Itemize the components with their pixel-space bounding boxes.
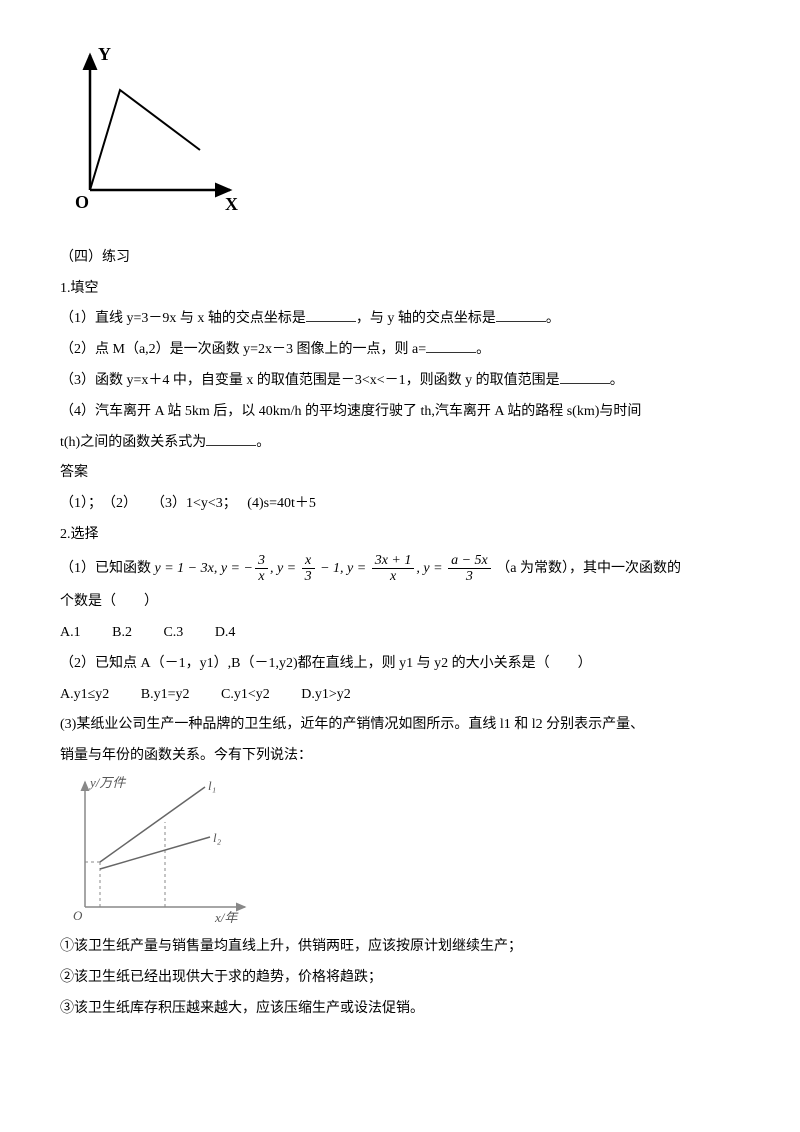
- opt-b: B.y1=y2: [141, 687, 190, 702]
- fill-q3-a: （3）函数 y=x＋4 中，自变量 x 的取值范围是－3<x<－1，则函数 y …: [60, 373, 560, 388]
- statement-2: ②该卫生纸已经出现供大于求的趋势，价格将趋跌；: [60, 963, 740, 994]
- fill-q2-a: （2）点 M（a,2）是一次函数 y=2x－3 图像上的一点，则 a=: [60, 342, 426, 357]
- fill-q1: （1）直线 y=3－9x 与 x 轴的交点坐标是 ，与 y 轴的交点坐标是 。: [60, 304, 740, 335]
- svg-text:O: O: [75, 192, 89, 212]
- fill-q1-c: 。: [546, 311, 560, 326]
- svg-text:y/万件: y/万件: [88, 775, 126, 790]
- svg-text:O: O: [73, 908, 83, 923]
- fill-q4-b: t(h)之间的函数关系式为: [60, 435, 206, 450]
- svg-text:l₁: l₁: [208, 778, 216, 793]
- blank: [426, 338, 476, 353]
- statement-3: ③该卫生纸库存积压越来越大，应该压缩生产或设法促销。: [60, 994, 740, 1025]
- graph-2-svg: Ox/年 y/万件 l₁ l₂: [60, 772, 260, 932]
- choice-q1-line1: （1）已知函数 y = 1 − 3x, y = −3x, y = x3 − 1,…: [60, 551, 740, 587]
- svg-text:Y: Y: [98, 44, 111, 64]
- choice-q1-a: （1）已知函数: [60, 561, 151, 576]
- formula-3: x3: [302, 553, 315, 585]
- fill-q3-b: 。: [610, 373, 624, 388]
- choice-q1-b: （a 为常数），其中一次函数的: [496, 561, 681, 576]
- formula-4: 3x + 1x: [372, 553, 415, 585]
- svg-text:X: X: [225, 194, 238, 214]
- fill-q2-b: 。: [476, 342, 490, 357]
- section-4-title: （四）练习: [60, 243, 740, 274]
- answers-title: 答案: [60, 458, 740, 489]
- blank: [560, 369, 610, 384]
- blank: [206, 431, 256, 446]
- formula-1: y = 1 − 3x: [155, 561, 214, 576]
- choice-q3-line2: 销量与年份的函数关系。今有下列说法：: [60, 741, 740, 772]
- graph-2: Ox/年 y/万件 l₁ l₂: [60, 772, 740, 932]
- svg-text:x/年: x/年: [214, 910, 239, 925]
- fill-q2: （2）点 M（a,2）是一次函数 y=2x－3 图像上的一点，则 a= 。: [60, 335, 740, 366]
- choice-q1-line2: 个数是（ ）: [60, 587, 740, 618]
- opt-d: D.4: [215, 625, 236, 640]
- opt-c: C.3: [163, 625, 183, 640]
- fill-q3: （3）函数 y=x＋4 中，自变量 x 的取值范围是－3<x<－1，则函数 y …: [60, 366, 740, 397]
- blank: [496, 307, 546, 322]
- choice-q2: （2）已知点 A（－1，y1）,B（－1,y2)都在直线上，则 y1 与 y2 …: [60, 649, 740, 680]
- formula-2: 3x: [255, 553, 268, 585]
- opt-a: A.y1≤y2: [60, 687, 109, 702]
- opt-a: A.1: [60, 625, 81, 640]
- opt-d: D.y1>y2: [301, 687, 351, 702]
- formula-5: a − 5x3: [448, 553, 491, 585]
- choice-q1-options: A.1 B.2 C.3 D.4: [60, 618, 740, 649]
- fill-q1-a: （1）直线 y=3－9x 与 x 轴的交点坐标是: [60, 311, 306, 326]
- fill-q1-b: ，与 y 轴的交点坐标是: [356, 311, 496, 326]
- opt-c: C.y1<y2: [221, 687, 270, 702]
- choice-q2-options: A.y1≤y2 B.y1=y2 C.y1<y2 D.y1>y2: [60, 680, 740, 711]
- fill-q4-c: 。: [256, 435, 270, 450]
- answers-line: （1）； （2） （3）1<y<3； (4)s=40t＋5: [60, 489, 740, 520]
- choice-title: 2.选择: [60, 520, 740, 551]
- blank: [306, 307, 356, 322]
- fill-title: 1.填空: [60, 274, 740, 305]
- choice-q3-line1: (3)某纸业公司生产一种品牌的卫生纸，近年的产销情况如图所示。直线 l1 和 l…: [60, 710, 740, 741]
- statement-1: ①该卫生纸产量与销售量均直线上升，供销两旺，应该按原计划继续生产；: [60, 932, 740, 963]
- svg-text:l₂: l₂: [213, 830, 222, 845]
- fill-q4-line1: （4）汽车离开 A 站 5km 后，以 40km/h 的平均速度行驶了 th,汽…: [60, 397, 740, 428]
- graph-1-svg: O X Y: [60, 40, 240, 220]
- fill-q4-line2: t(h)之间的函数关系式为 。: [60, 428, 740, 459]
- opt-b: B.2: [112, 625, 132, 640]
- graph-1: O X Y: [60, 40, 740, 233]
- formula-group: y = 1 − 3x, y = −3x, y = x3 − 1, y = 3x …: [155, 561, 497, 576]
